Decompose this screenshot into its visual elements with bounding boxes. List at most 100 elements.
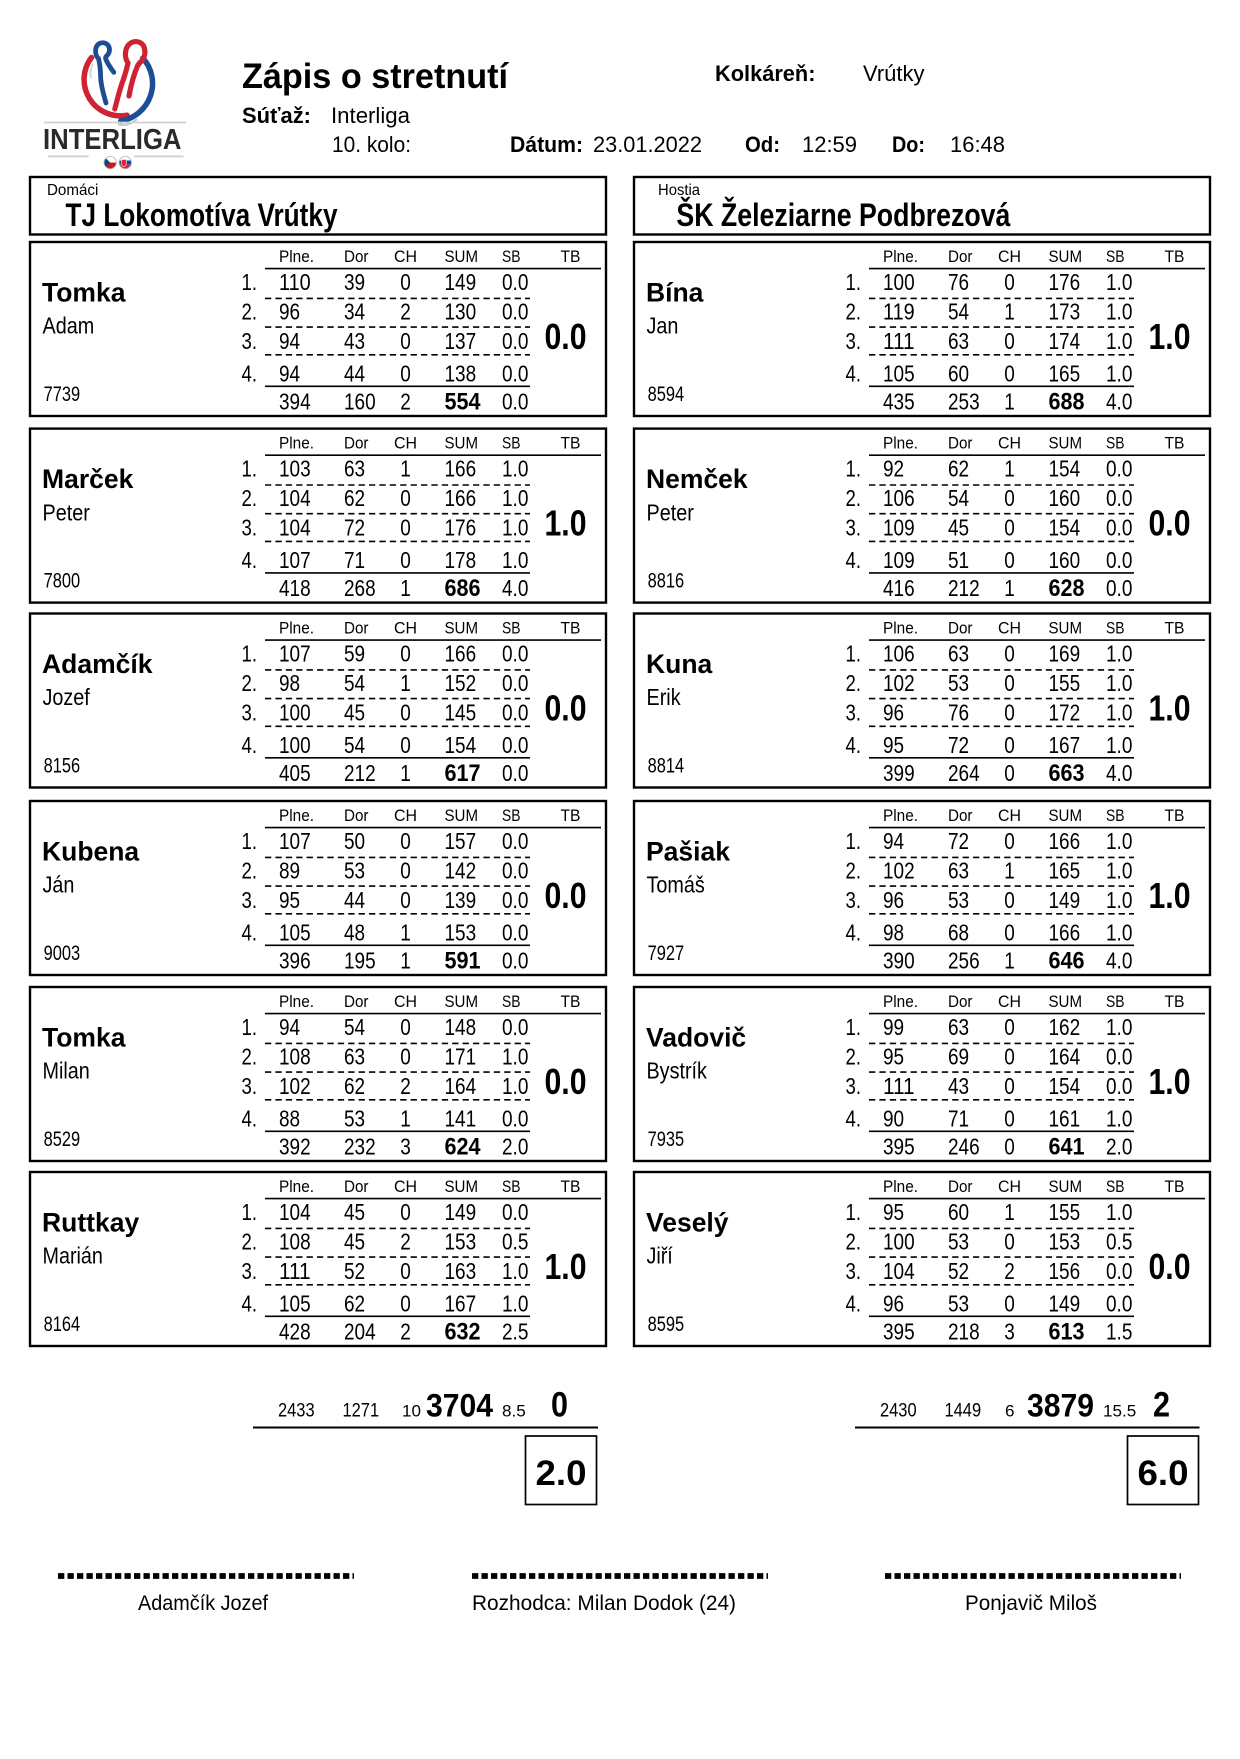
svg-text:591: 591 bbox=[445, 948, 481, 975]
svg-text:2.0: 2.0 bbox=[536, 1453, 587, 1493]
svg-text:0: 0 bbox=[1004, 699, 1015, 725]
svg-text:2: 2 bbox=[1153, 1386, 1170, 1425]
svg-text:0: 0 bbox=[400, 1291, 411, 1317]
svg-text:SUM: SUM bbox=[1049, 1177, 1083, 1196]
svg-text:0: 0 bbox=[400, 699, 411, 725]
svg-text:48: 48 bbox=[344, 920, 365, 946]
svg-text:613: 613 bbox=[1049, 1319, 1085, 1346]
svg-text:CH: CH bbox=[998, 247, 1021, 266]
svg-text:SB: SB bbox=[502, 433, 521, 452]
svg-text:0.0: 0.0 bbox=[1149, 503, 1191, 544]
svg-text:153: 153 bbox=[1049, 1228, 1081, 1254]
svg-text:0: 0 bbox=[400, 857, 411, 883]
svg-text:SB: SB bbox=[1106, 992, 1125, 1011]
svg-text:102: 102 bbox=[279, 1073, 311, 1099]
svg-text:103: 103 bbox=[279, 456, 311, 482]
svg-text:0: 0 bbox=[1004, 1073, 1015, 1099]
svg-text:0.0: 0.0 bbox=[502, 328, 528, 354]
svg-text:95: 95 bbox=[883, 1043, 904, 1069]
svg-text:3.: 3. bbox=[846, 699, 862, 725]
svg-text:0.0: 0.0 bbox=[502, 1199, 528, 1225]
svg-text:2: 2 bbox=[400, 1073, 411, 1099]
svg-text:Dor: Dor bbox=[344, 806, 369, 825]
svg-text:Plne.: Plne. bbox=[279, 433, 314, 452]
svg-text:154: 154 bbox=[1049, 456, 1081, 482]
svg-text:8816: 8816 bbox=[648, 570, 685, 593]
svg-text:1.0: 1.0 bbox=[1106, 670, 1132, 696]
svg-text:1: 1 bbox=[1004, 857, 1015, 883]
svg-text:0.0: 0.0 bbox=[1106, 547, 1132, 573]
svg-text:62: 62 bbox=[344, 1291, 365, 1317]
svg-text:2.: 2. bbox=[242, 298, 258, 324]
svg-text:44: 44 bbox=[344, 361, 365, 387]
svg-text:SB: SB bbox=[502, 247, 521, 266]
svg-text:137: 137 bbox=[445, 328, 477, 354]
svg-text:0.0: 0.0 bbox=[502, 1014, 528, 1040]
svg-text:1.0: 1.0 bbox=[1106, 699, 1132, 725]
svg-text:1.: 1. bbox=[242, 269, 258, 295]
svg-text:Plne.: Plne. bbox=[883, 806, 918, 825]
svg-text:2.5: 2.5 bbox=[502, 1319, 528, 1345]
svg-text:Plne.: Plne. bbox=[883, 618, 918, 637]
svg-text:232: 232 bbox=[344, 1134, 376, 1160]
svg-text:1.0: 1.0 bbox=[1106, 828, 1132, 854]
svg-text:Jozef: Jozef bbox=[43, 684, 91, 710]
svg-text:3: 3 bbox=[1004, 1319, 1015, 1345]
svg-text:1.0: 1.0 bbox=[502, 1073, 528, 1099]
svg-text:632: 632 bbox=[445, 1319, 481, 1346]
svg-text:TB: TB bbox=[1165, 1177, 1185, 1196]
svg-text:104: 104 bbox=[279, 485, 311, 511]
svg-text:SUM: SUM bbox=[445, 433, 479, 452]
svg-text:Od:: Od: bbox=[745, 132, 780, 157]
svg-text:395: 395 bbox=[883, 1319, 915, 1345]
svg-text:68: 68 bbox=[948, 920, 969, 946]
svg-text:4.0: 4.0 bbox=[1106, 948, 1132, 974]
svg-text:4.: 4. bbox=[846, 732, 862, 758]
svg-text:CH: CH bbox=[394, 806, 417, 825]
svg-text:94: 94 bbox=[279, 361, 300, 387]
svg-text:0: 0 bbox=[400, 485, 411, 511]
svg-text:142: 142 bbox=[445, 857, 477, 883]
svg-text:110: 110 bbox=[279, 269, 311, 295]
svg-text:3.: 3. bbox=[242, 1073, 258, 1099]
svg-text:CH: CH bbox=[394, 1177, 417, 1196]
svg-text:3.: 3. bbox=[846, 1073, 862, 1099]
svg-text:8594: 8594 bbox=[648, 383, 685, 406]
svg-text:253: 253 bbox=[948, 389, 980, 415]
svg-text:SB: SB bbox=[1106, 806, 1125, 825]
svg-text:0.0: 0.0 bbox=[545, 316, 587, 357]
svg-text:554: 554 bbox=[445, 389, 482, 416]
svg-text:418: 418 bbox=[279, 575, 311, 601]
svg-text:100: 100 bbox=[883, 1228, 915, 1254]
svg-text:CH: CH bbox=[998, 806, 1021, 825]
svg-text:TB: TB bbox=[561, 806, 581, 825]
svg-text:0: 0 bbox=[1004, 1291, 1015, 1317]
svg-text:99: 99 bbox=[883, 1014, 904, 1040]
svg-text:SB: SB bbox=[1106, 247, 1125, 266]
svg-text:Dor: Dor bbox=[948, 1177, 973, 1196]
svg-text:3879: 3879 bbox=[1027, 1388, 1094, 1424]
svg-text:Dátum:: Dátum: bbox=[510, 132, 583, 157]
svg-text:1.: 1. bbox=[846, 269, 862, 295]
svg-text:396: 396 bbox=[279, 948, 311, 974]
svg-text:63: 63 bbox=[344, 456, 365, 482]
svg-text:SB: SB bbox=[502, 618, 521, 637]
svg-text:1.0: 1.0 bbox=[1106, 920, 1132, 946]
svg-text:1.: 1. bbox=[846, 1199, 862, 1225]
svg-text:2.: 2. bbox=[846, 670, 862, 696]
svg-text:50: 50 bbox=[344, 828, 365, 854]
svg-text:156: 156 bbox=[1049, 1258, 1081, 1284]
svg-text:53: 53 bbox=[344, 1106, 365, 1132]
svg-text:1.0: 1.0 bbox=[502, 1258, 528, 1284]
svg-text:62: 62 bbox=[948, 456, 969, 482]
svg-text:0.0: 0.0 bbox=[1106, 1073, 1132, 1099]
svg-text:1: 1 bbox=[400, 948, 411, 974]
svg-text:45: 45 bbox=[344, 1199, 365, 1225]
svg-text:100: 100 bbox=[883, 269, 915, 295]
svg-text:SUM: SUM bbox=[445, 618, 479, 637]
svg-text:Bína: Bína bbox=[646, 278, 704, 308]
svg-text:0.0: 0.0 bbox=[502, 269, 528, 295]
svg-text:8529: 8529 bbox=[44, 1128, 81, 1151]
svg-text:204: 204 bbox=[344, 1319, 376, 1345]
svg-text:43: 43 bbox=[948, 1073, 969, 1099]
